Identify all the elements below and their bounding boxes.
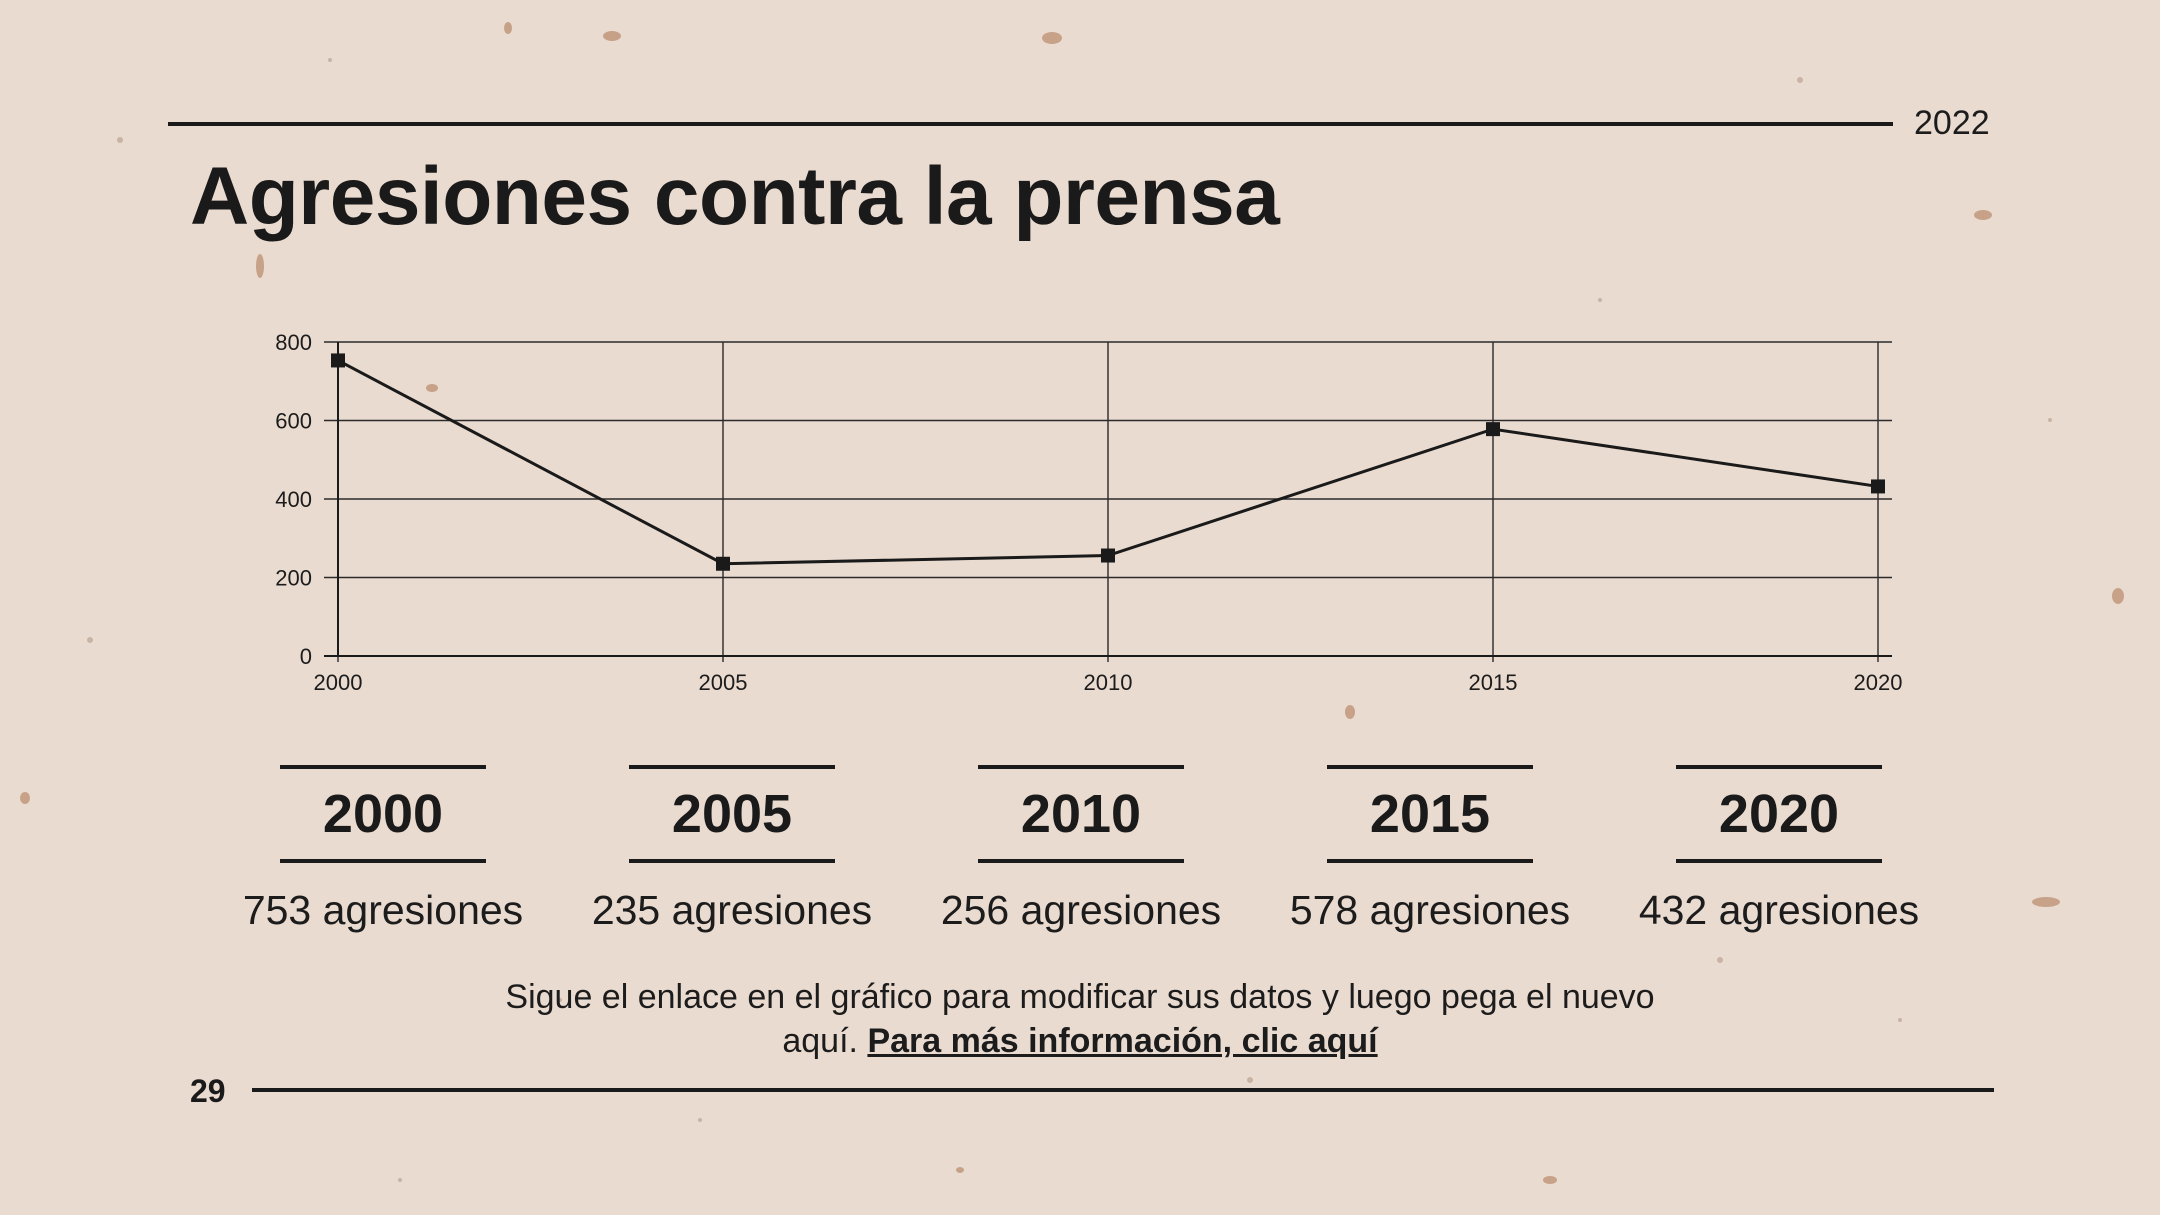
y-tick-label: 800 <box>275 330 312 355</box>
stat-bottom-rule <box>629 859 835 863</box>
stat-year: 2000 <box>322 784 444 844</box>
data-point <box>331 353 345 368</box>
stat-year: 2015 <box>1369 784 1491 844</box>
stat-value: 235 agresiones <box>591 887 873 933</box>
year-label: 2022 <box>1914 104 1990 142</box>
chart-series <box>331 353 1885 571</box>
top-rule <box>168 122 1893 126</box>
stat-2015: 2015 578 agresiones <box>1265 765 1595 934</box>
x-tick-label: 2000 <box>314 670 363 695</box>
stat-bottom-rule <box>1327 859 1533 863</box>
stat-top-rule <box>1676 765 1882 769</box>
stat-top-rule <box>1327 765 1533 769</box>
more-info-link[interactable]: Para más información, clic aquí <box>867 1022 1378 1060</box>
y-tick-label: 200 <box>275 566 312 591</box>
stat-top-rule <box>629 765 835 769</box>
stat-value: 432 agresiones <box>1638 887 1920 933</box>
bottom-rule <box>252 1088 1994 1092</box>
stat-bottom-rule <box>1676 859 1882 863</box>
stat-year: 2005 <box>671 784 793 844</box>
x-tick-label: 2010 <box>1084 670 1133 695</box>
x-tick-label: 2020 <box>1854 670 1903 695</box>
x-tick-label: 2015 <box>1469 670 1518 695</box>
chart-axes <box>324 342 1892 657</box>
stat-bottom-rule <box>978 859 1184 863</box>
stat-year: 2010 <box>1020 784 1142 844</box>
footnote-text: Sigue el enlace en el gráfico para modif… <box>505 978 1655 1016</box>
stat-2000: 2000 753 agresiones <box>218 765 548 934</box>
line-chart[interactable]: 0 200 400 600 800 2000 2005 2010 2015 2020 <box>250 320 1930 700</box>
stat-bottom-rule <box>280 859 486 863</box>
page-title: Agresiones contra la prensa <box>190 151 1280 242</box>
stat-value: 256 agresiones <box>940 887 1222 933</box>
y-tick-label: 600 <box>275 409 312 434</box>
data-point <box>1486 422 1500 437</box>
stat-value: 578 agresiones <box>1289 887 1571 933</box>
x-axis-ticks: 2000 2005 2010 2015 2020 <box>314 670 1903 695</box>
page-number: 29 <box>190 1073 226 1109</box>
data-point <box>1101 548 1115 563</box>
data-point <box>1871 479 1885 494</box>
stat-year: 2020 <box>1718 784 1840 844</box>
y-axis-ticks: 0 200 400 600 800 <box>275 330 312 669</box>
chart-grid <box>324 341 1892 662</box>
stat-2010: 2010 256 agresiones <box>916 765 1246 934</box>
y-tick-label: 0 <box>300 644 312 669</box>
stat-value: 753 agresiones <box>242 887 524 933</box>
y-tick-label: 400 <box>275 487 312 512</box>
footnote-text-prefix: aquí. <box>782 1022 868 1060</box>
x-tick-label: 2005 <box>699 670 748 695</box>
data-point <box>716 556 730 571</box>
stat-2005: 2005 235 agresiones <box>567 765 897 934</box>
footnote: Sigue el enlace en el gráfico para modif… <box>380 975 1780 1063</box>
stat-top-rule <box>978 765 1184 769</box>
stat-2020: 2020 432 agresiones <box>1614 765 1944 934</box>
stat-top-rule <box>280 765 486 769</box>
